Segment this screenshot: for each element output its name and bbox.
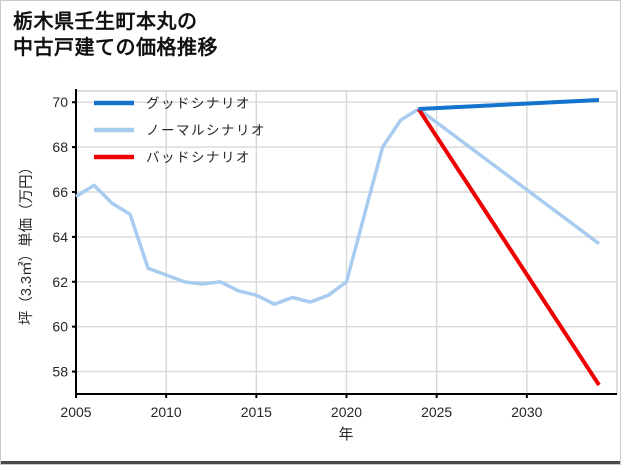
legend-label-normal-scenario: ノーマルシナリオ xyxy=(146,123,266,138)
normal-scenario-line xyxy=(75,107,601,306)
x-tick-label: 2020 xyxy=(331,404,362,420)
x-tick-label: 2010 xyxy=(151,404,182,420)
bad-scenario-line xyxy=(416,107,601,387)
chart-title: 栃木県壬生町本丸の 中古戸建ての価格推移 xyxy=(13,9,218,61)
y-tick-label: 60 xyxy=(52,319,68,335)
chart-title-line1: 栃木県壬生町本丸の xyxy=(13,11,198,33)
legend-label-good-scenario: グッドシナリオ xyxy=(146,96,251,111)
legend-label-bad-scenario: バッドシナリオ xyxy=(146,150,251,165)
y-tick-label: 66 xyxy=(52,184,68,200)
series-layer xyxy=(75,98,601,387)
good-scenario-line xyxy=(418,98,600,111)
y-tick-label: 70 xyxy=(52,94,68,110)
axis-layer: 2005 2010 2015 2020 2025 2030 58 60 62 64 66 68 70 xyxy=(52,89,617,420)
y-tick-label: 64 xyxy=(52,229,68,245)
bottom-bar xyxy=(1,461,620,464)
legend-item-normal-scenario: ノーマルシナリオ xyxy=(94,123,266,138)
grid-layer xyxy=(76,90,618,394)
x-tick-label: 2030 xyxy=(511,404,542,420)
y-axis-label: 坪（3.3㎡）単価（万円） xyxy=(18,160,35,325)
legend-item-good-scenario: グッドシナリオ xyxy=(94,96,251,111)
x-tick-label: 2025 xyxy=(421,404,452,420)
x-tick-label: 2005 xyxy=(60,404,91,420)
y-tick-label: 68 xyxy=(52,139,68,155)
chart-title-line2: 中古戸建ての価格推移 xyxy=(13,37,218,59)
x-tick-label: 2015 xyxy=(241,404,272,420)
x-axis-label: 年 xyxy=(338,426,353,443)
y-tick-label: 58 xyxy=(52,364,68,380)
y-tick-label: 62 xyxy=(52,274,68,290)
legend-item-bad-scenario: バッドシナリオ xyxy=(94,150,251,165)
